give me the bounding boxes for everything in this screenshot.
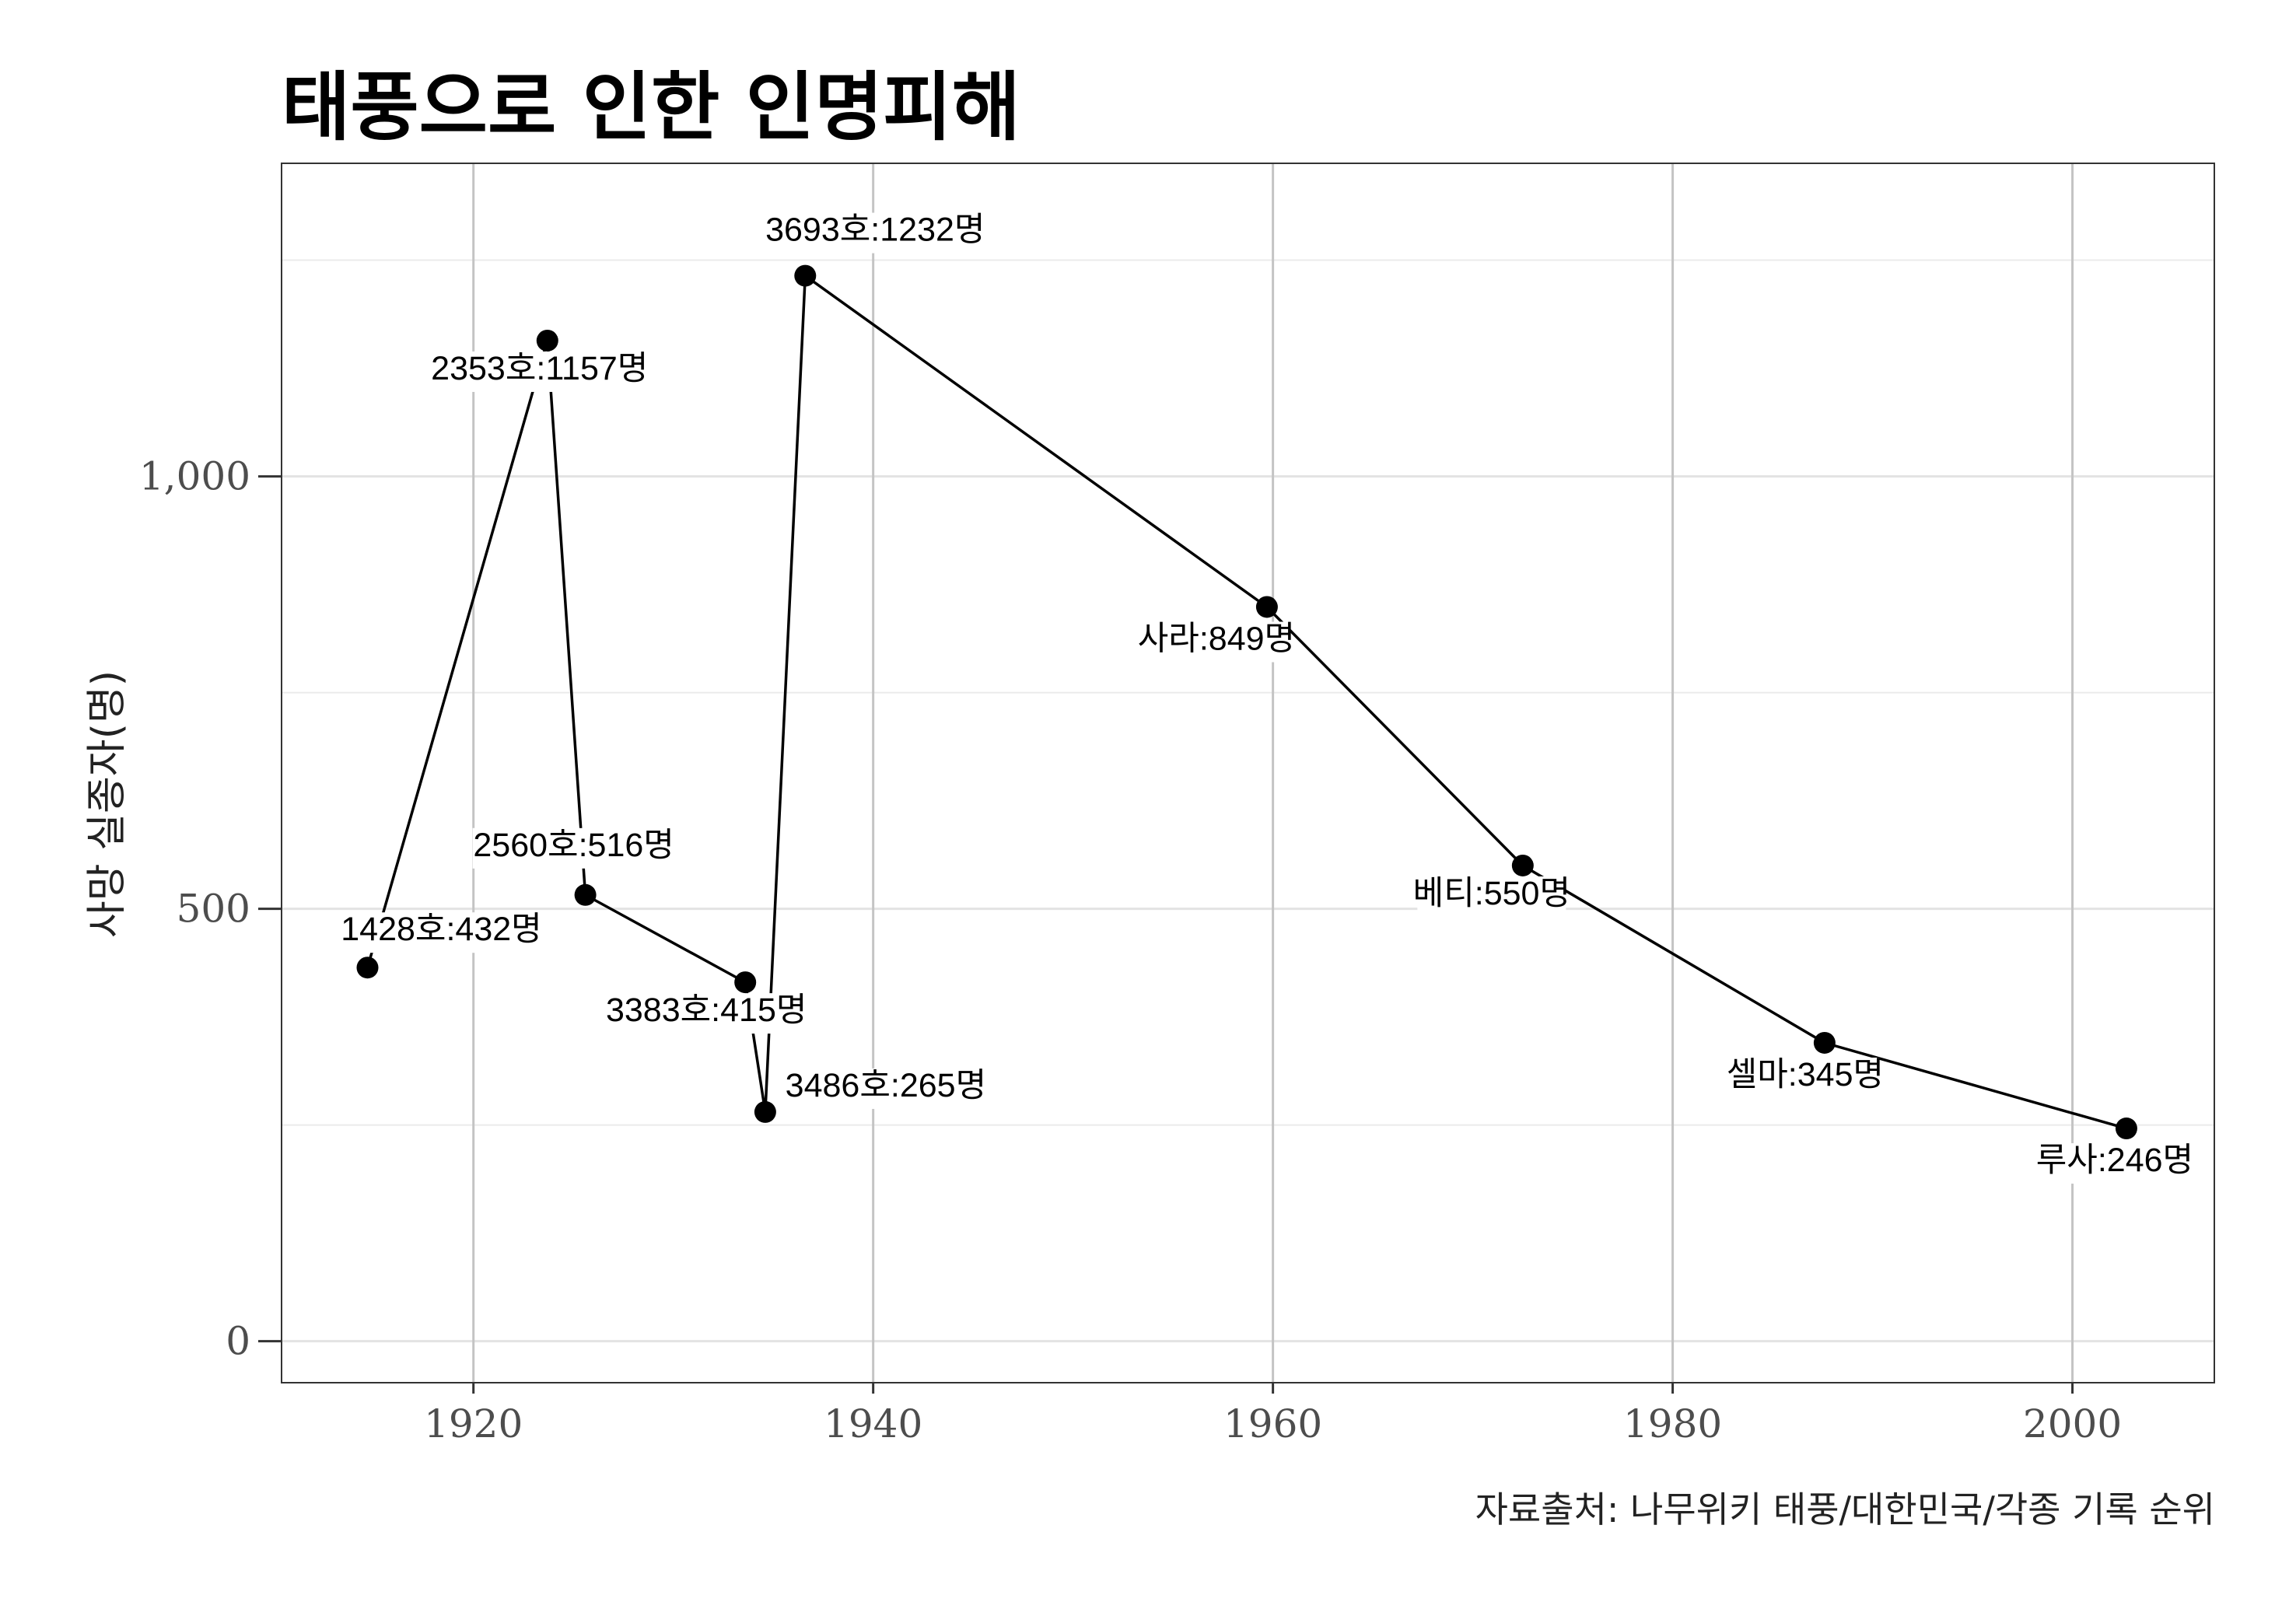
point-label-background bbox=[429, 351, 650, 392]
chart-title: 태풍으로 인한 인명피해 bbox=[282, 64, 1021, 151]
point-label-text: 사라:849명 bbox=[1138, 620, 1295, 657]
point-labels: 1428호:432명 2353호:1157명 2560호:516명 3383호:415… bbox=[340, 212, 2193, 1184]
point-label-text: 베티:550명 bbox=[1413, 875, 1570, 912]
source-caption: 자료출처: 나무위키 태풍/대한민국/각종 기록 순위 bbox=[1475, 1488, 2215, 1530]
point-label: 루사:246명 bbox=[2036, 1142, 2193, 1184]
x-tick-label: 1980 bbox=[1623, 1401, 1722, 1446]
x-tick-label: 1960 bbox=[1223, 1401, 1322, 1446]
point-label-text: 셀마:345명 bbox=[1727, 1056, 1884, 1093]
y-axis-title: 사망 실종자(명) bbox=[84, 670, 131, 938]
y-axis: 0 500 1,000 bbox=[139, 454, 282, 1364]
data-point bbox=[734, 971, 757, 994]
point-label: 3383호:415명 bbox=[605, 992, 808, 1034]
plot-panel-border bbox=[281, 163, 2215, 1383]
point-label: 1428호:432명 bbox=[340, 911, 543, 953]
point-label-text: 2560호:516명 bbox=[473, 827, 674, 864]
data-point bbox=[536, 329, 558, 352]
point-label-background bbox=[472, 827, 675, 869]
x-tick-label: 1920 bbox=[424, 1401, 523, 1446]
point-label: 베티:550명 bbox=[1413, 875, 1570, 917]
point-label-text: 루사:246명 bbox=[2036, 1142, 2193, 1179]
y-tick-label: 500 bbox=[177, 887, 250, 932]
point-label-background bbox=[340, 912, 543, 953]
point-label: 2353호:1157명 bbox=[429, 350, 650, 392]
x-axis: 1920 1940 1960 1980 2000 bbox=[424, 1383, 2122, 1446]
data-point bbox=[1255, 596, 1278, 618]
data-point bbox=[794, 264, 817, 287]
y-tick-label: 0 bbox=[226, 1319, 250, 1364]
point-label: 사라:849명 bbox=[1138, 620, 1295, 663]
y-tick-label: 1,000 bbox=[139, 454, 250, 499]
data-point bbox=[2115, 1118, 2137, 1140]
point-label-background bbox=[1731, 1057, 1880, 1098]
point-label-background bbox=[765, 212, 985, 254]
point-label-background bbox=[1417, 876, 1566, 917]
point-label: 3486호:265명 bbox=[784, 1067, 987, 1109]
series-path bbox=[366, 274, 2127, 1130]
point-label-background bbox=[2040, 1143, 2189, 1184]
point-label: 3693호:1232명 bbox=[765, 212, 985, 254]
data-point bbox=[754, 1100, 776, 1123]
data-point bbox=[1511, 854, 1534, 876]
point-label-background bbox=[1142, 621, 1291, 663]
point-label-background bbox=[605, 993, 808, 1034]
major-gridlines bbox=[282, 163, 2214, 1383]
point-label-text: 3486호:265명 bbox=[786, 1067, 986, 1104]
x-tick-label: 1940 bbox=[824, 1401, 922, 1446]
data-point bbox=[1813, 1031, 1836, 1054]
data-point bbox=[574, 883, 597, 906]
data-point bbox=[356, 957, 379, 979]
point-label-text: 2353호:1157명 bbox=[431, 350, 648, 387]
point-label: 셀마:345명 bbox=[1727, 1056, 1884, 1098]
series-line bbox=[366, 274, 2127, 1130]
minor-gridlines bbox=[282, 259, 2214, 1126]
point-label-text: 3383호:415명 bbox=[606, 992, 807, 1029]
point-label-text: 1428호:432명 bbox=[341, 911, 541, 948]
point-label-background bbox=[784, 1068, 987, 1109]
x-tick-label: 2000 bbox=[2023, 1401, 2122, 1446]
data-points bbox=[356, 264, 2137, 1140]
point-label: 2560호:516명 bbox=[472, 827, 675, 869]
point-label-text: 3693호:1232명 bbox=[765, 212, 985, 249]
